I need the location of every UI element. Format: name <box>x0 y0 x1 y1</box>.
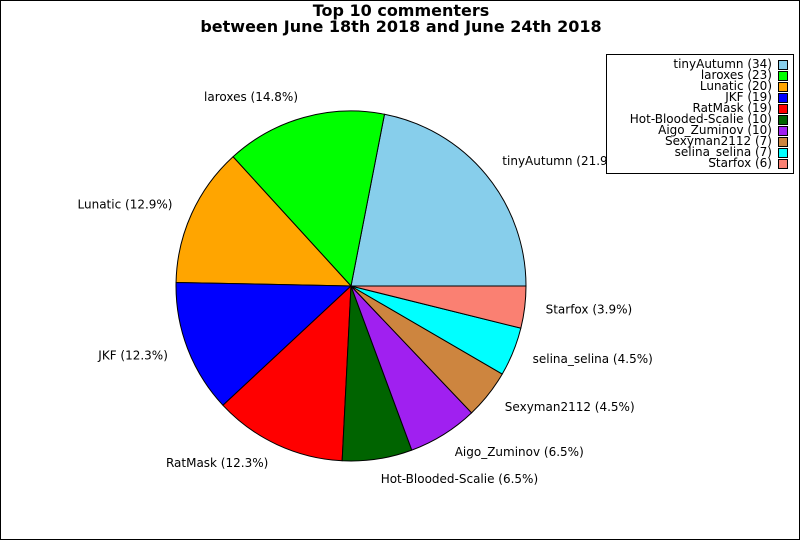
legend-label: Sexyman2112 (7) <box>665 134 772 148</box>
legend-item: laroxes (23) <box>700 68 788 82</box>
legend-item: JKF (19) <box>725 90 788 104</box>
legend-label: JKF (19) <box>725 90 772 104</box>
legend-label: Starfox (6) <box>708 156 772 170</box>
legend-label: Lunatic (20) <box>699 79 772 93</box>
pie-slice-starfox <box>350 285 527 329</box>
pie-slice-tinyautumn <box>350 113 527 287</box>
legend-label: Hot-Blooded-Scalie (10) <box>629 112 772 126</box>
legend-item: tinyAutumn (34) <box>673 57 788 71</box>
legend-label: selina_selina (7) <box>674 145 772 159</box>
slice-label: tinyAutumn (21.9%) <box>502 154 623 168</box>
slice-label: selina_selina (4.5%) <box>533 352 653 366</box>
slice-label: Starfox (3.9%) <box>546 302 633 316</box>
pie-slice-laroxes <box>232 110 385 287</box>
legend-label: laroxes (23) <box>700 68 772 82</box>
pie-labels: tinyAutumn (21.9%) laroxes (14.8%) Lunatic… <box>78 90 653 486</box>
chart-subtitle: between June 18th 2018 and June 24th 201… <box>200 17 602 36</box>
legend-item: Aigo_Zuminov (10) <box>658 123 788 137</box>
chart-title: Top 10 commenters <box>312 1 490 20</box>
legend-swatch <box>778 103 788 114</box>
legend: tinyAutumn (34) laroxes (23) Lunatic (20) J… <box>606 54 794 174</box>
pie-slice-jkf <box>175 281 352 406</box>
legend-swatch <box>778 59 788 70</box>
slice-label: laroxes (14.8%) <box>204 90 298 104</box>
legend-item: Starfox (6) <box>708 156 788 170</box>
slice-label: JKF (12.3%) <box>97 348 168 362</box>
legend-swatch <box>778 147 788 158</box>
legend-item: RatMask (19) <box>692 101 788 115</box>
slice-label: Sexyman2112 (4.5%) <box>505 400 635 414</box>
legend-swatch <box>778 81 788 92</box>
slice-label: Lunatic (12.9%) <box>78 198 173 212</box>
legend-swatch <box>778 158 788 169</box>
legend-item: Hot-Blooded-Scalie (10) <box>629 112 788 126</box>
slice-label: Hot-Blooded-Scalie (6.5%) <box>381 472 538 486</box>
pie-slices <box>175 110 527 462</box>
legend-item: selina_selina (7) <box>674 145 788 159</box>
legend-label: RatMask (19) <box>692 101 773 115</box>
pie-slice-lunatic <box>175 156 352 287</box>
legend-label: tinyAutumn (34) <box>673 57 772 71</box>
legend-swatch <box>778 114 788 125</box>
chart-title-block: Top 10 commenters between June 18th 2018… <box>1 1 799 36</box>
pie-slice-ratmask <box>222 285 352 462</box>
legend-swatch <box>778 125 788 136</box>
legend-item: Lunatic (20) <box>699 79 788 93</box>
legend-swatch <box>778 136 788 147</box>
slice-label: RatMask (12.3%) <box>166 456 268 470</box>
legend-label: Aigo_Zuminov (10) <box>658 123 772 137</box>
legend-item: Sexyman2112 (7) <box>665 134 788 148</box>
legend-swatch <box>778 70 788 81</box>
slice-label: Aigo_Zuminov (6.5%) <box>455 445 584 459</box>
legend-swatch <box>778 92 788 103</box>
